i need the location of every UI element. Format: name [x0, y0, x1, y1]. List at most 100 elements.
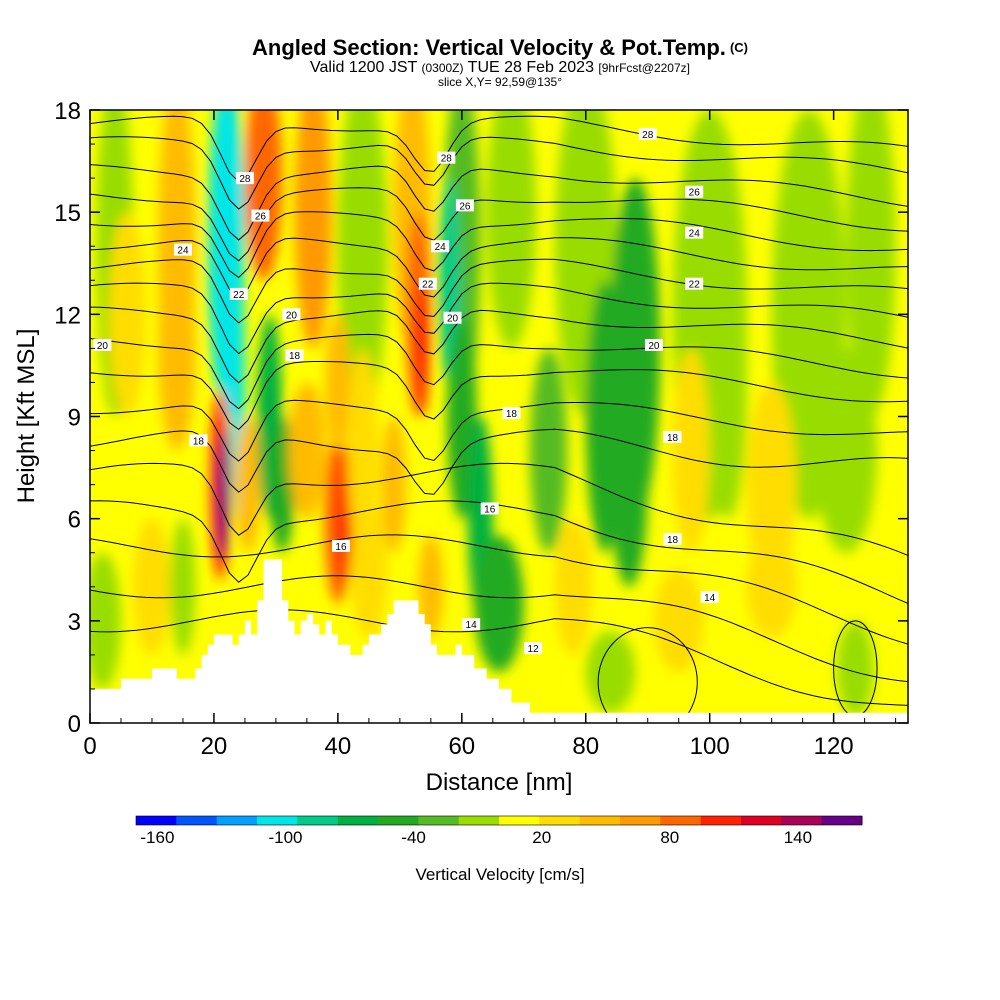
- pot-temp-label-text: 16: [484, 504, 496, 515]
- pot-temp-label-bg: [285, 349, 304, 362]
- pot-temp-contour-line: [90, 211, 908, 279]
- velocity-shade: [529, 348, 568, 553]
- colorbar-swatch: [741, 816, 782, 825]
- pot-temp-label-text: 28: [642, 130, 654, 141]
- pot-temp-label: 24: [431, 240, 450, 253]
- colorbar-swatch: [539, 816, 581, 825]
- colorbar-swatch: [700, 816, 742, 825]
- subtitle-forecast: [9hrFcst@2207z]: [598, 61, 690, 75]
- pot-temp-label-bg: [331, 539, 350, 552]
- x-tick-label: 60: [448, 733, 475, 760]
- velocity-shade: [288, 382, 326, 519]
- pot-temp-label-bg: [251, 209, 270, 222]
- x-tick-label: 20: [201, 733, 228, 760]
- pot-temp-label-bg: [437, 151, 456, 164]
- pot-temp-label-text: 14: [704, 593, 716, 604]
- pot-temp-label: 26: [455, 199, 474, 212]
- pot-temp-label: 12: [524, 642, 543, 655]
- x-tick-label: 100: [690, 733, 730, 760]
- pot-temp-label: 20: [93, 338, 112, 352]
- pot-temp-contour-line: [90, 115, 908, 183]
- colorbar-tick-label: 140: [784, 828, 812, 847]
- chart-title: Angled Section: Vertical Velocity & Pot.…: [0, 36, 1000, 60]
- chart-subtitle: Valid 1200 JST (0300Z) TUE 28 Feb 2023 […: [0, 60, 1000, 76]
- x-tick-label: 0: [83, 733, 96, 760]
- pot-temp-label-text: 28: [239, 174, 251, 185]
- velocity-shade: [217, 430, 229, 560]
- colorbar-swatch: [579, 816, 621, 825]
- pot-temp-label-text: 20: [97, 341, 109, 352]
- pot-temp-contour-line: [90, 428, 908, 495]
- vertical-velocity-field: [90, 110, 896, 717]
- colorbar-tick-label: -160: [140, 828, 174, 847]
- pot-temp-label-bg: [480, 502, 499, 515]
- pot-temp-label-text: 26: [689, 188, 701, 199]
- pot-temp-label-text: 20: [286, 310, 298, 321]
- y-tick-label: 6: [68, 507, 81, 534]
- velocity-shade: [133, 518, 171, 655]
- pot-temp-label-bg: [524, 642, 543, 655]
- velocity-shade: [325, 314, 351, 451]
- pot-temp-contours: [90, 115, 908, 723]
- pot-temp-label-bg: [638, 127, 657, 140]
- pot-temp-contour-line: [90, 500, 908, 604]
- pot-temp-label-text: 14: [466, 620, 478, 631]
- chart-title-units: (C): [729, 40, 748, 55]
- y-tick-label: 12: [54, 302, 81, 329]
- pot-temp-label-text: 26: [255, 212, 267, 223]
- velocity-shade: [108, 212, 146, 417]
- terrain-layer: [90, 559, 908, 723]
- pot-temp-label-bg: [173, 243, 192, 256]
- pot-temp-label-bg: [282, 308, 301, 321]
- x-tick-label: 40: [325, 733, 352, 760]
- pot-temp-label: 18: [663, 430, 682, 444]
- colorbar-swatch: [297, 816, 339, 825]
- axes: 0 20 40 60 80 100 120 0 3 6 9 12 15 18: [54, 98, 908, 760]
- title-block: Angled Section: Vertical Velocity & Pot.…: [0, 36, 1000, 89]
- velocity-shade: [653, 569, 704, 672]
- pot-temp-contour-line: [90, 333, 908, 410]
- pot-temp-contour-line: [597, 627, 698, 723]
- colorbar: -160 -100 -40 20 80 140: [135, 815, 863, 847]
- pot-temp-label-bg: [443, 311, 462, 324]
- velocity-shade: [610, 382, 648, 587]
- velocity-shade: [585, 631, 636, 713]
- y-tick-label: 9: [68, 405, 81, 432]
- velocity-shade: [337, 110, 388, 417]
- x-tick-label: 120: [814, 733, 854, 760]
- velocity-shade: [170, 518, 196, 655]
- pot-temp-contour-line: [90, 136, 908, 210]
- pot-temp-label: 16: [331, 539, 350, 553]
- y-tick-label: 3: [68, 609, 81, 636]
- velocity-shade: [294, 110, 332, 349]
- y-tick-label: 0: [68, 711, 81, 738]
- colorbar-swatch: [136, 816, 177, 825]
- colorbar-frame: [135, 815, 863, 826]
- pot-temp-label: 24: [685, 226, 704, 240]
- pot-temp-contour-labels: 28 26 24 22 20 20 18 18 16 28 26 24 22 20 18 16 14 12 28 26…: [93, 127, 719, 655]
- colorbar-swatch: [216, 816, 258, 825]
- pot-temp-contour-line: [90, 306, 908, 384]
- colorbar-tick-label: 80: [660, 828, 679, 847]
- pot-temp-label-text: 22: [233, 290, 245, 301]
- velocity-shade: [746, 535, 797, 638]
- pot-temp-label: 26: [251, 209, 270, 223]
- velocity-shade: [746, 382, 797, 587]
- pot-temp-label-text: 12: [528, 644, 540, 655]
- colorbar-swatch: [378, 816, 419, 825]
- velocity-shade: [381, 416, 407, 553]
- subtitle-valid: Valid 1200 JST: [310, 59, 418, 76]
- pot-temp-label-bg: [462, 618, 481, 631]
- pot-temp-contour-line: [90, 534, 908, 645]
- pot-temp-label-bg: [663, 533, 682, 546]
- pot-temp-contour-line: [90, 361, 908, 431]
- colorbar-swatch: [418, 816, 460, 825]
- pot-temp-label-text: 24: [435, 242, 447, 253]
- y-tick-label: 18: [54, 98, 81, 125]
- colorbar-swatch: [781, 816, 823, 825]
- y-axis-label: Height [Kft MSL]: [13, 329, 40, 504]
- pot-temp-contour-line: [90, 237, 908, 298]
- pot-temp-label-bg: [93, 338, 112, 351]
- pot-temp-label-bg: [455, 199, 474, 212]
